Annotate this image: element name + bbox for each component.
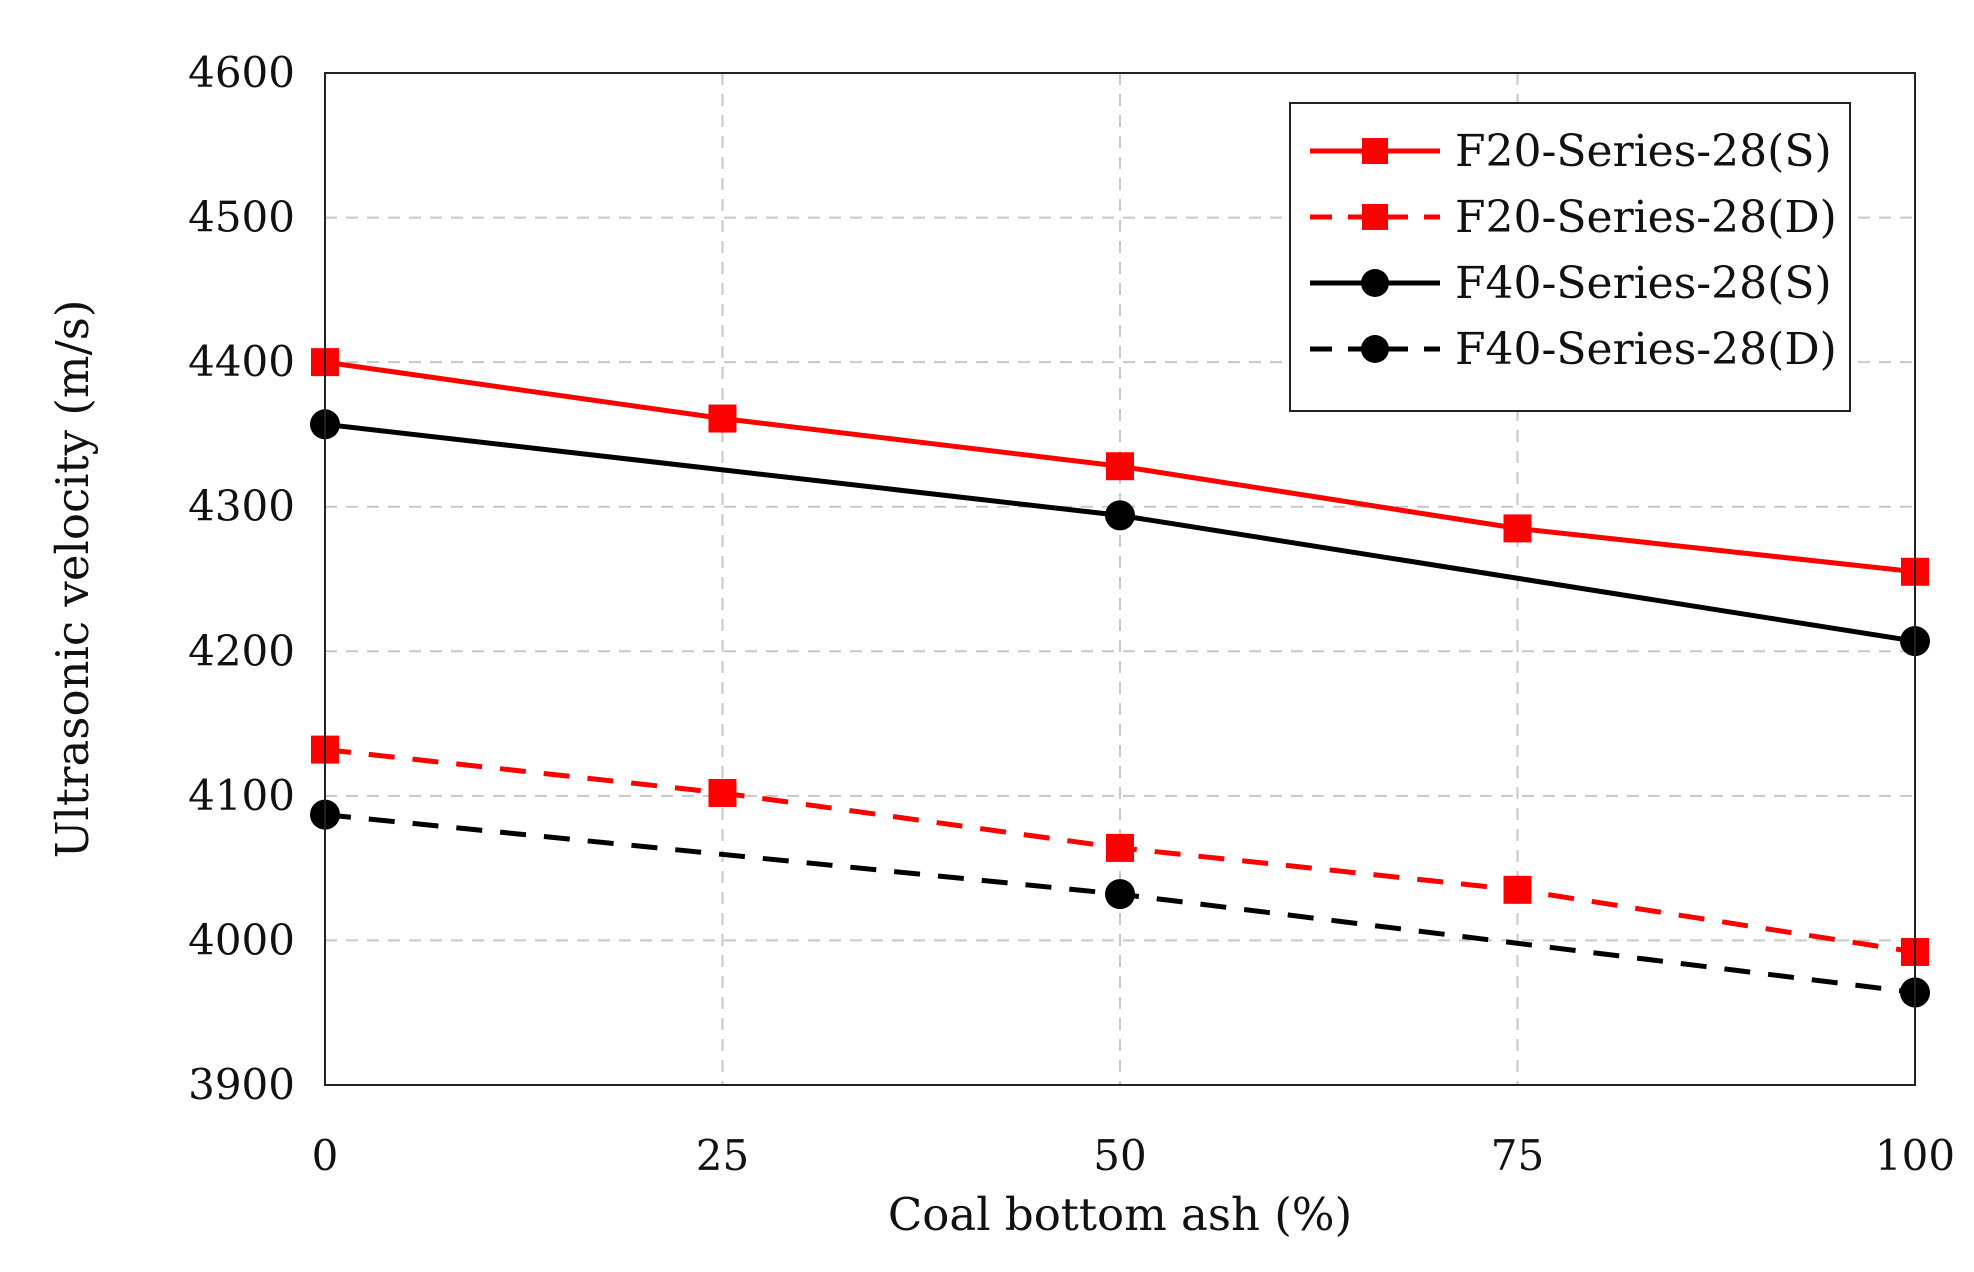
data-point (708, 778, 737, 807)
y-tick-label: 4100 (188, 771, 295, 820)
legend-entry: F20-Series-28(S) (1310, 126, 1832, 177)
x-tick-label: 75 (1491, 1131, 1544, 1180)
data-point (1503, 875, 1532, 904)
legend-label: F20-Series-28(S) (1455, 126, 1832, 177)
data-point (1503, 514, 1532, 543)
x-tick-label: 25 (696, 1131, 749, 1180)
data-point (1105, 879, 1135, 910)
y-tick-label: 3900 (188, 1060, 295, 1109)
legend-entry: F40-Series-28(D) (1310, 324, 1837, 375)
legend-marker-swatch (1361, 269, 1389, 297)
y-axis-title: Ultrasonic velocity (m/s) (46, 300, 99, 859)
y-tick-label: 4200 (188, 626, 295, 675)
x-axis-title: Coal bottom ash (%) (888, 1188, 1352, 1241)
data-point (1105, 500, 1135, 531)
legend-label: F40-Series-28(D) (1455, 324, 1837, 375)
y-tick-label: 4600 (188, 48, 295, 97)
y-tick-label: 4000 (188, 915, 295, 964)
y-tick-label: 4400 (188, 337, 295, 386)
legend-entry: F40-Series-28(S) (1310, 258, 1832, 309)
legend-label: F20-Series-28(D) (1455, 192, 1837, 243)
legend-label: F40-Series-28(S) (1455, 258, 1832, 309)
y-tick-label: 4300 (188, 482, 295, 531)
legend-marker-swatch (1362, 204, 1388, 230)
plot-area-frame (324, 72, 1916, 1086)
data-point (1106, 833, 1134, 862)
y-tick-label: 4500 (188, 193, 295, 242)
data-point (1106, 452, 1134, 481)
legend-entry: F20-Series-28(D) (1310, 192, 1837, 243)
x-tick-label: 50 (1093, 1131, 1146, 1180)
legend: F20-Series-28(S) F20-Series-28(D) F40-Seri… (1289, 102, 1851, 412)
data-point (708, 404, 737, 433)
tick-labels: 3900 4000 4100 4200 4300 4400 4500 4600 0 25 50 75 1… (188, 48, 1955, 1180)
legend-marker-swatch (1362, 138, 1388, 164)
legend-marker-swatch (1361, 335, 1389, 363)
x-tick-label: 100 (1875, 1131, 1955, 1180)
x-tick-label: 0 (312, 1131, 339, 1180)
